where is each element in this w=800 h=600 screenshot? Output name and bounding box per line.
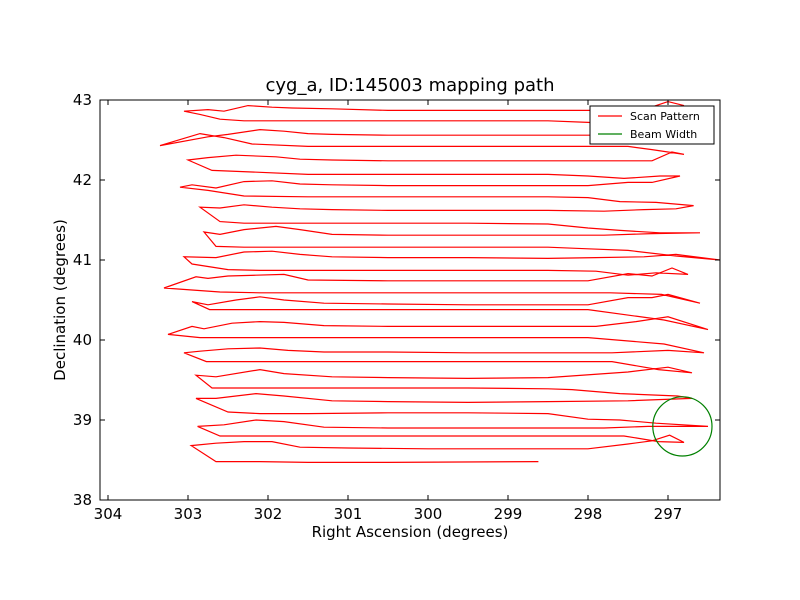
- legend: Scan Pattern Beam Width: [589, 105, 715, 145]
- x-tick-label: 301: [334, 505, 363, 523]
- x-axis-label: Right Ascension (degrees): [312, 523, 509, 541]
- y-axis-label: Declination (degrees): [51, 219, 69, 381]
- legend-box: [589, 105, 715, 145]
- ticks-layer: 304 303 302 301 300 299 298 297 38 39 40 41 42 43: [73, 91, 720, 523]
- plot-frame: [99, 99, 721, 501]
- x-tick-label: 303: [174, 505, 203, 523]
- y-tick-label: 38: [73, 491, 92, 509]
- legend-scan-label: Scan Pattern: [630, 110, 700, 123]
- legend-beam-label: Beam Width: [630, 128, 697, 141]
- x-tick-label: 299: [494, 505, 523, 523]
- x-tick-label: 304: [94, 505, 123, 523]
- y-tick-label: 39: [73, 411, 92, 429]
- y-tick-label: 40: [73, 331, 92, 349]
- y-tick-label: 43: [73, 91, 92, 109]
- x-tick-label: 300: [414, 505, 443, 523]
- plot-layer: [159, 100, 720, 463]
- scan-pattern-line: [159, 100, 720, 463]
- x-tick-label: 302: [254, 505, 283, 523]
- x-tick-label: 297: [654, 505, 683, 523]
- y-tick-label: 41: [73, 251, 92, 269]
- x-tick-label: 298: [574, 505, 603, 523]
- y-tick-label: 42: [73, 171, 92, 189]
- chart-title: cyg_a, ID:145003 mapping path: [265, 75, 554, 96]
- beam-width-circle: [652, 396, 713, 457]
